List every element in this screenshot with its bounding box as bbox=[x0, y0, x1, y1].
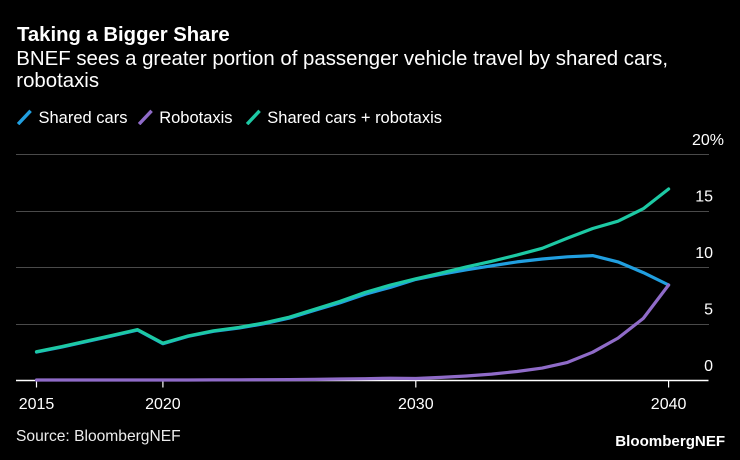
svg-text:20%: 20% bbox=[692, 132, 724, 149]
svg-text:2015: 2015 bbox=[19, 396, 55, 413]
svg-text:2040: 2040 bbox=[651, 396, 687, 413]
svg-text:10: 10 bbox=[695, 245, 713, 262]
svg-text:2020: 2020 bbox=[145, 396, 181, 413]
svg-text:2030: 2030 bbox=[398, 396, 434, 413]
svg-text:15: 15 bbox=[695, 188, 713, 205]
svg-text:0: 0 bbox=[704, 358, 713, 375]
svg-text:5: 5 bbox=[704, 301, 713, 318]
